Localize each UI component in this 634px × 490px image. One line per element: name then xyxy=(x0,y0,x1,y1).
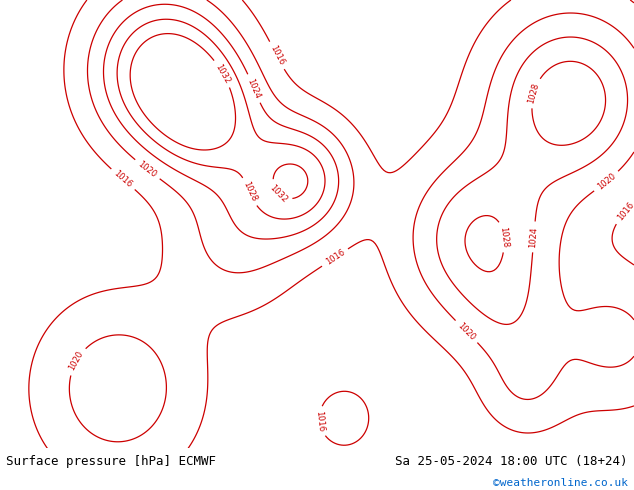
Text: 1016: 1016 xyxy=(268,44,286,67)
Text: 1024: 1024 xyxy=(246,77,262,100)
Text: 1024: 1024 xyxy=(529,226,539,248)
Text: 1032: 1032 xyxy=(268,183,289,204)
Text: ©weatheronline.co.uk: ©weatheronline.co.uk xyxy=(493,477,628,488)
Text: 1016: 1016 xyxy=(324,248,346,267)
Text: 1020: 1020 xyxy=(67,350,86,372)
Text: 1020: 1020 xyxy=(595,172,618,192)
Text: 1020: 1020 xyxy=(456,321,477,342)
Text: Surface pressure [hPa] ECMWF: Surface pressure [hPa] ECMWF xyxy=(6,455,216,468)
Text: 1028: 1028 xyxy=(498,226,510,248)
Text: 1016: 1016 xyxy=(112,169,134,190)
Text: 1016: 1016 xyxy=(314,411,325,432)
Text: Sa 25-05-2024 18:00 UTC (18+24): Sa 25-05-2024 18:00 UTC (18+24) xyxy=(395,455,628,468)
Text: 1016: 1016 xyxy=(615,200,634,222)
Text: 1020: 1020 xyxy=(136,159,158,179)
Text: 1032: 1032 xyxy=(214,62,232,85)
Text: 1028: 1028 xyxy=(527,82,541,104)
Text: 1028: 1028 xyxy=(241,180,258,203)
